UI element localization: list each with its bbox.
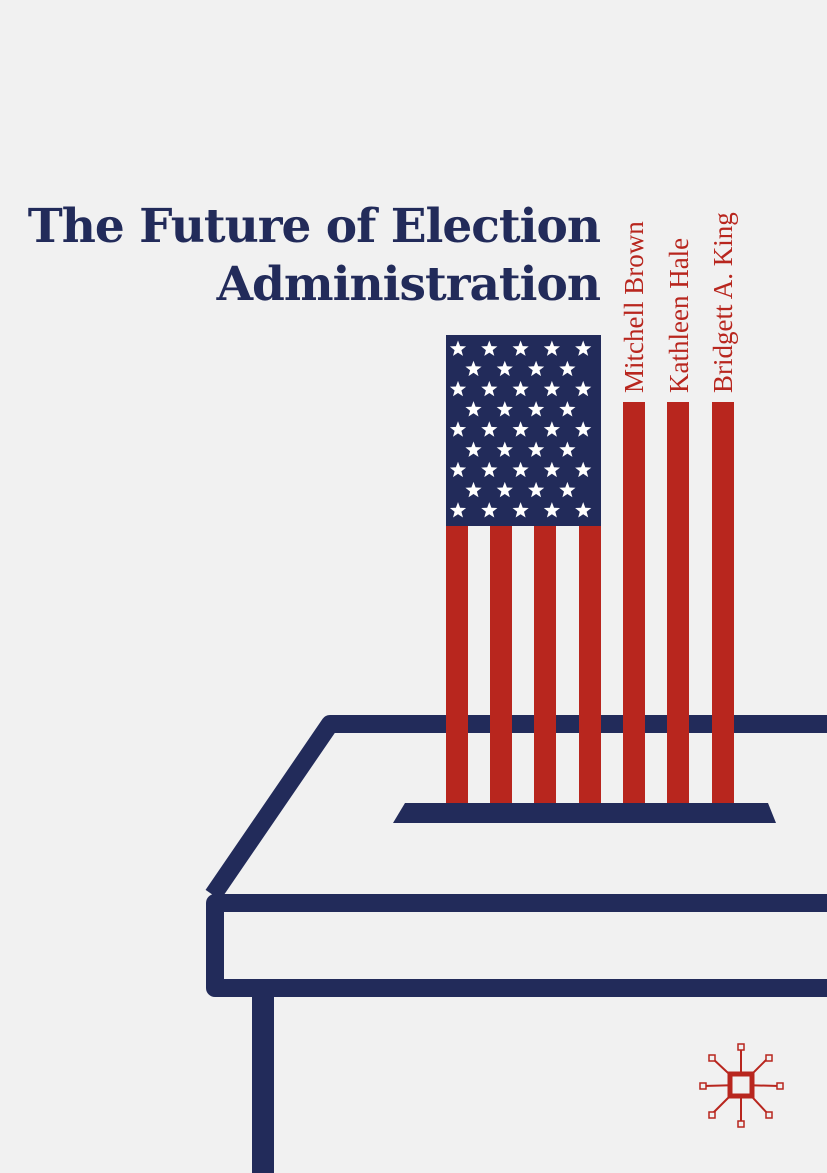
flag-star [559,481,576,498]
flag-star [575,340,592,356]
flag-star [528,360,545,377]
flag-star [543,380,560,397]
flag-star [481,461,498,478]
flag-star [496,360,513,377]
flag-star [449,380,467,397]
flag-star [496,481,513,498]
flag-star [449,340,467,356]
flag-star [559,401,576,417]
flag-star [543,340,560,356]
flag-star [481,380,498,397]
flag-star [528,481,545,498]
author-1: Mitchell Brown [619,221,649,393]
palgrave-logo [699,1043,784,1128]
ballot-box-body [206,894,827,997]
ballot-slot [393,803,776,823]
flag-star [543,461,560,478]
flag-stripe [712,402,734,816]
flag-star [559,441,576,457]
flag-icon [446,335,734,816]
flag-stars [449,340,592,518]
flag-star [449,461,467,478]
flag-star [512,380,529,397]
flag-star [543,421,560,437]
flag-stripes [446,402,734,816]
author-2: Kathleen Hale [664,238,694,393]
title-line-2: Administration [216,257,601,312]
flag-star [481,340,498,356]
flag-star [449,421,467,437]
ballot-box-icon [205,715,827,1173]
flag-stripe [490,526,512,816]
flag-star [496,401,513,417]
flag-stripe [623,402,645,816]
flag-star [465,441,482,457]
flag-stripe [667,402,689,816]
title-line-1: The Future of Election [28,199,601,254]
flag-star [543,502,560,518]
flag-stripe [534,526,556,816]
flag-star [481,502,498,518]
flag-star [575,502,592,518]
flag-star [496,441,513,457]
flag-star [465,360,482,377]
flag-star [575,421,592,437]
flag-star [512,461,529,478]
flag-star [512,502,529,518]
author-list: Mitchell Brown Kathleen Hale Bridgett A.… [619,212,738,393]
flag-star [465,401,482,417]
ballot-box-lid [205,715,827,901]
flag-star [481,421,498,437]
flag-star [512,421,529,437]
flag-stripe [579,526,601,816]
flag-star [528,441,545,457]
author-3: Bridgett A. King [708,212,738,393]
flag-star [512,340,529,356]
flag-star [559,360,576,377]
flag-star [465,481,482,498]
flag-stripe [446,526,468,816]
flag-star [528,401,545,417]
flag-star [449,502,467,518]
flag-star [575,461,592,478]
flag-star [575,380,592,397]
